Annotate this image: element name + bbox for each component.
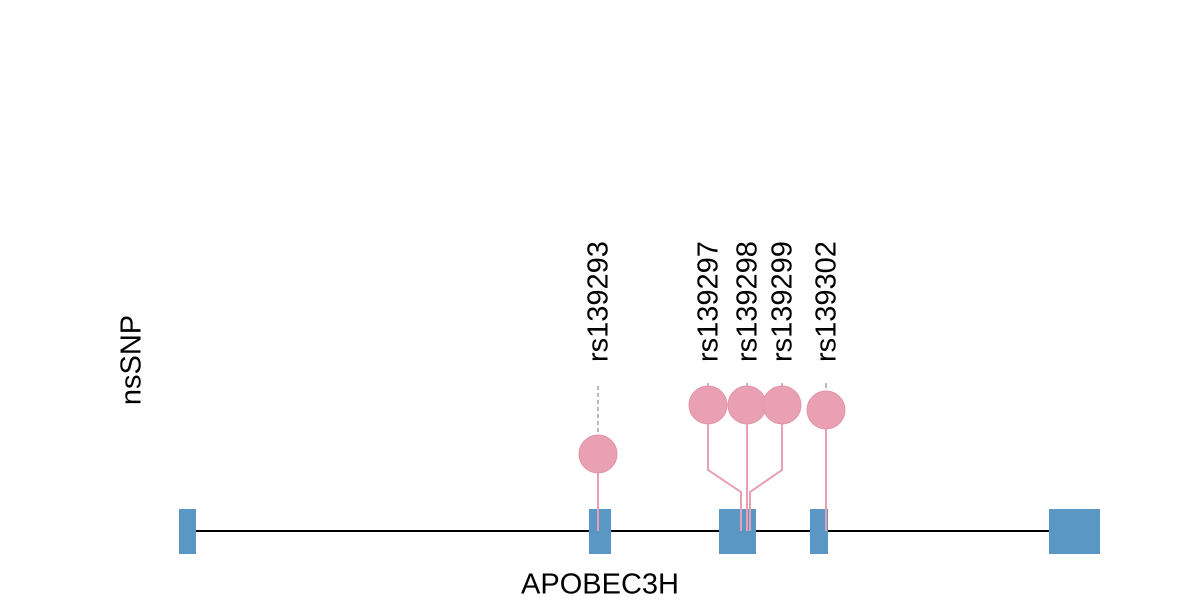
gene-label: APOBEC3H — [521, 569, 679, 600]
snp-lollipop — [688, 385, 728, 425]
exon — [810, 509, 828, 554]
snp-label: rs139297 — [693, 241, 725, 362]
track-label: nsSNP — [116, 315, 148, 405]
snp-lollipop — [578, 434, 618, 474]
snp-lollipop — [727, 385, 767, 425]
snp-label: rs139293 — [583, 241, 615, 362]
snp-lollipop — [806, 390, 846, 430]
snp-label: rs139299 — [767, 241, 799, 362]
snp-label: rs139298 — [732, 241, 764, 362]
snps: rs139293 rs139297 rs139298 rs139299 rs139302 — [578, 241, 846, 531]
exons — [179, 509, 1100, 554]
exon — [1049, 509, 1100, 554]
snp-label: rs139302 — [811, 241, 843, 362]
snp-lollipop — [762, 385, 802, 425]
snp-stem — [707, 405, 742, 531]
exon — [179, 509, 196, 554]
exon — [589, 509, 611, 554]
snp-stem — [749, 405, 783, 531]
